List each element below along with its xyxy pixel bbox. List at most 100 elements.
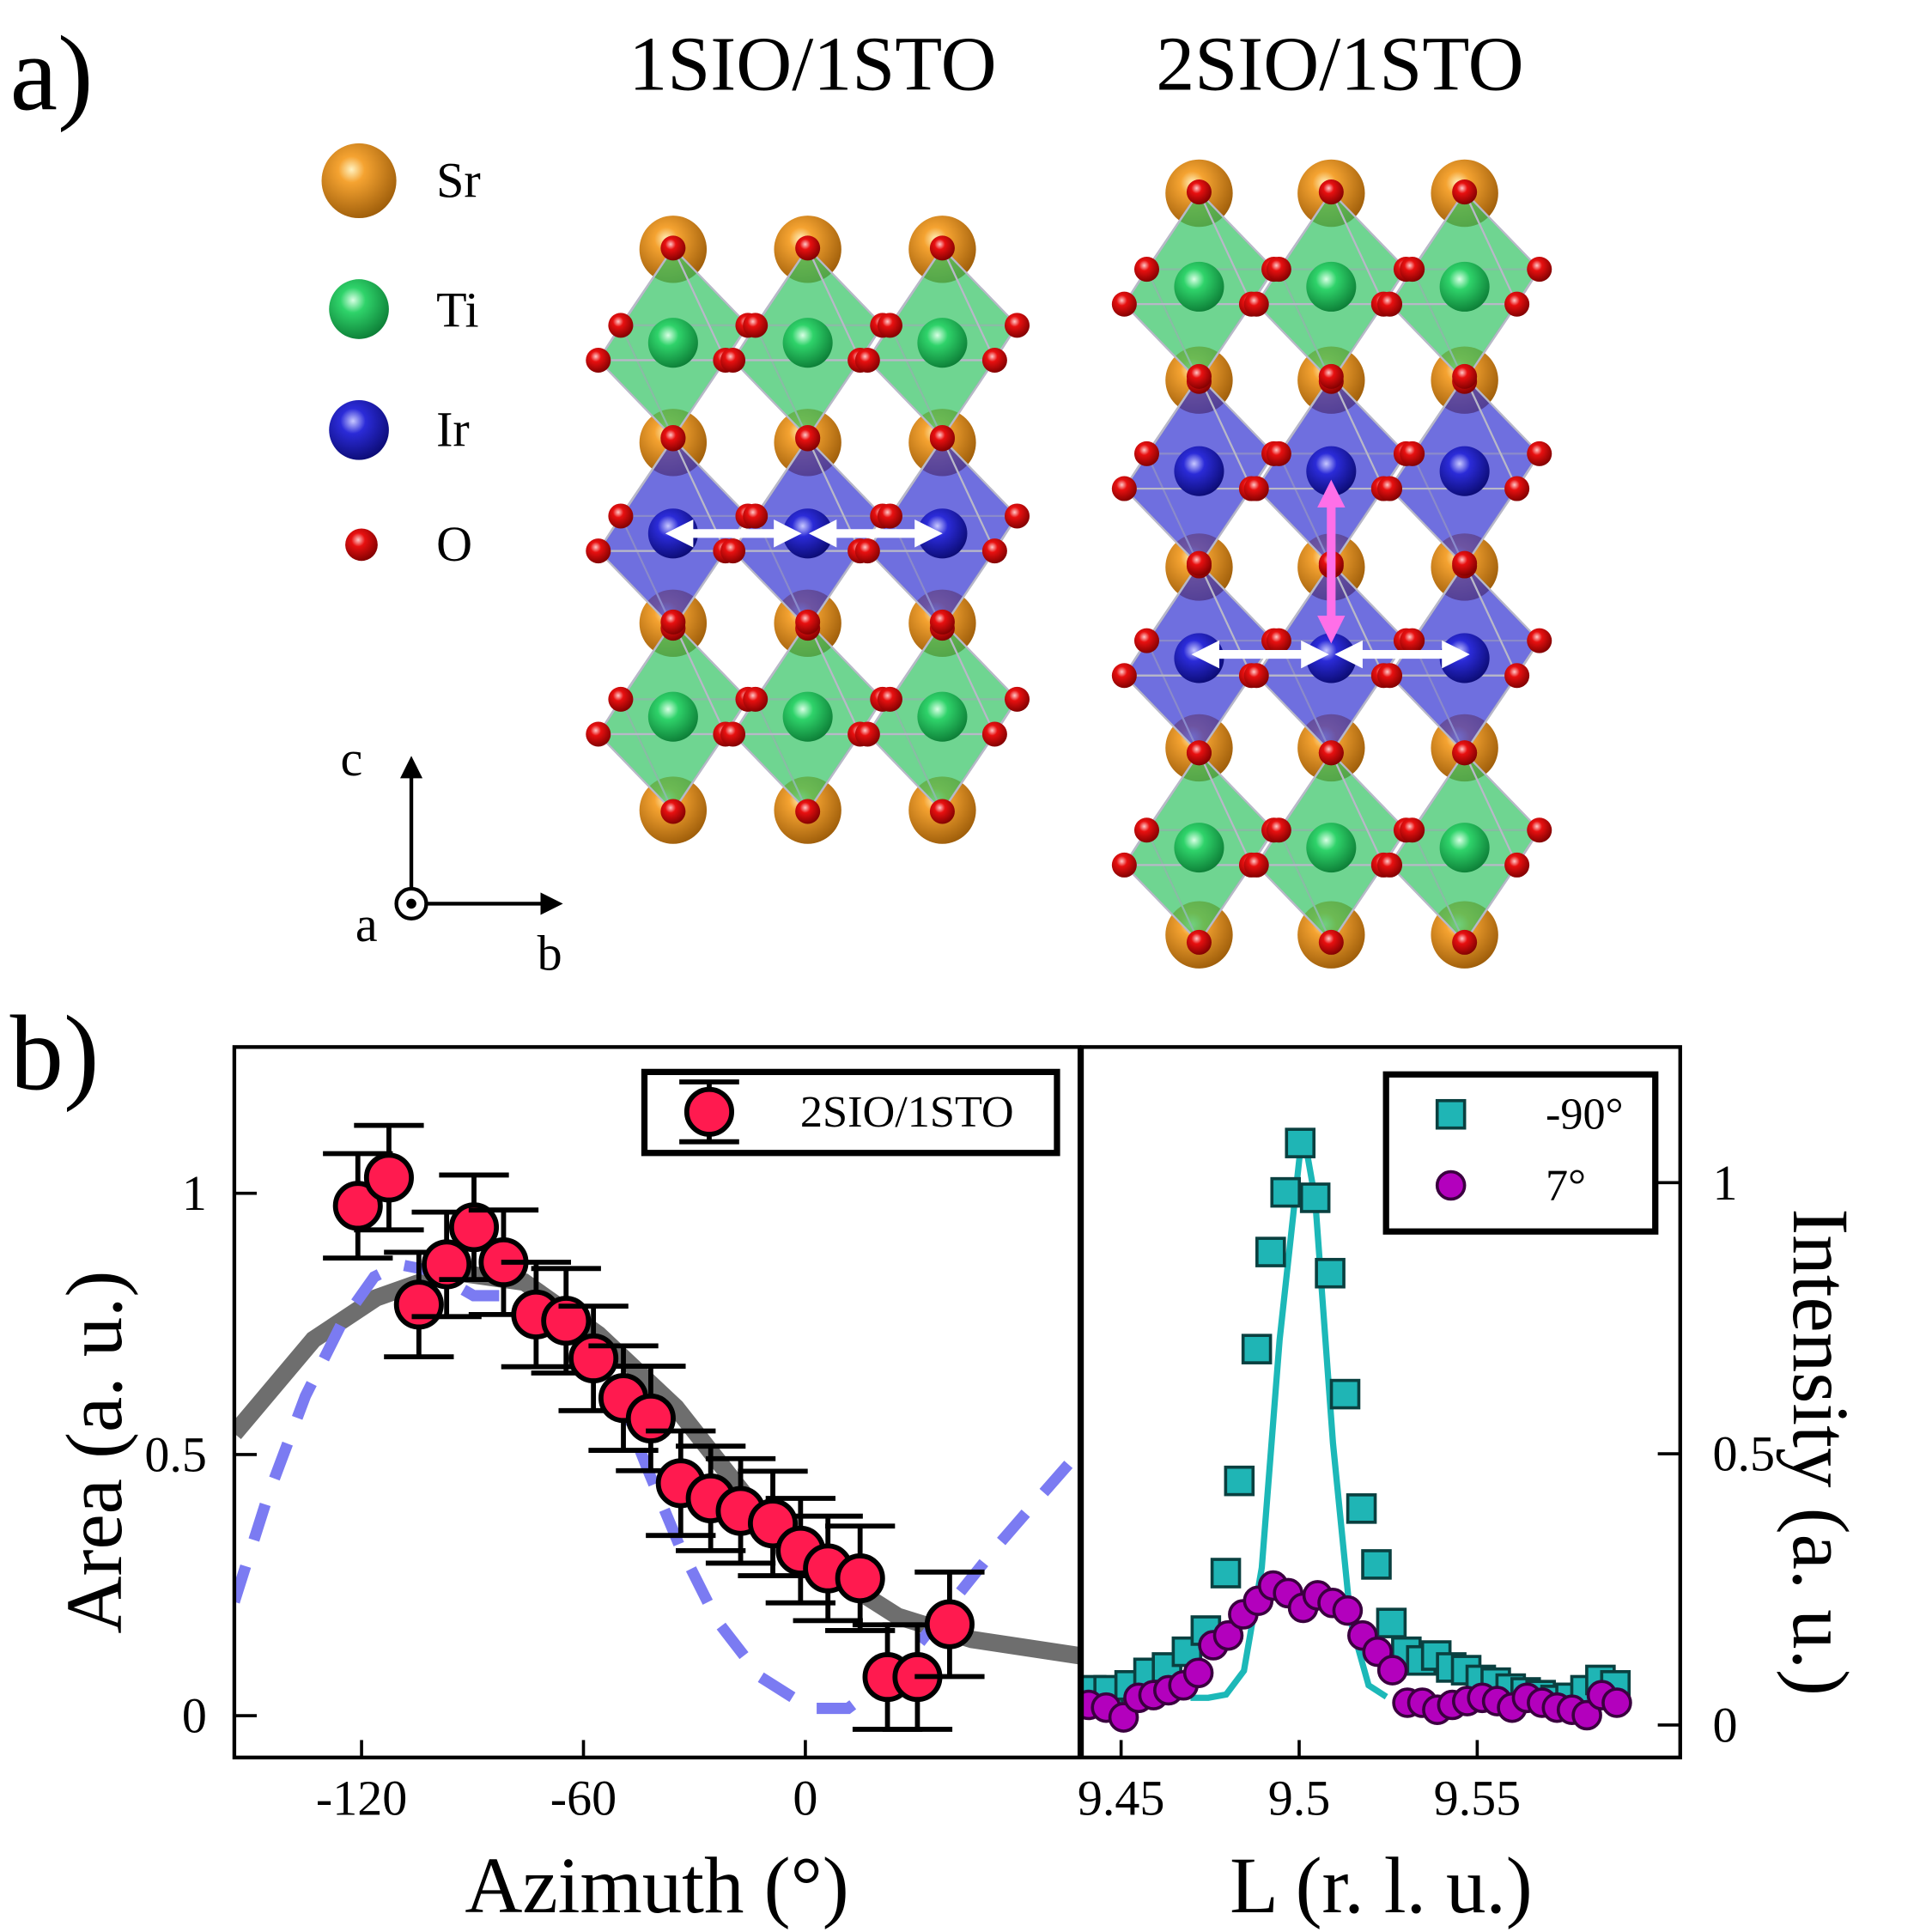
data-point xyxy=(1285,1127,1316,1158)
legend: -90° 7° xyxy=(1382,1071,1659,1235)
atom xyxy=(1306,446,1357,496)
panel-label: a) xyxy=(10,15,94,134)
structure-title: 1SIO/1STO xyxy=(629,22,996,107)
atom xyxy=(1243,663,1269,689)
data-point xyxy=(1255,1236,1286,1267)
atom-label: Ti xyxy=(436,282,479,337)
data-point xyxy=(363,1152,414,1203)
atom xyxy=(981,721,1007,747)
chart: 0 0.5 1 9.45 9.5 9.55 L (r. l. u.) Intensity (a… xyxy=(1078,1045,1864,1930)
legend-label: -90° xyxy=(1546,1090,1624,1139)
data-point xyxy=(1315,1257,1346,1289)
atom xyxy=(929,426,955,452)
atom xyxy=(1133,257,1159,283)
axis-letter: b xyxy=(538,925,562,981)
octahedron-face xyxy=(1121,487,1254,568)
atom xyxy=(1504,663,1530,689)
atom xyxy=(1400,817,1425,843)
data-point xyxy=(1212,1619,1244,1651)
chart: 0 0.5 1 -120 -60 0 Azimuth (°) Area (a. u.) 2SIO… xyxy=(51,1045,1082,1930)
atom xyxy=(1005,313,1030,338)
atom xyxy=(1527,817,1552,843)
x-tick-label: 9.45 xyxy=(1078,1771,1165,1826)
data-point xyxy=(1376,1655,1408,1686)
atom xyxy=(1400,440,1425,466)
atom xyxy=(795,609,821,635)
atom xyxy=(1133,628,1159,653)
atom xyxy=(743,313,769,338)
atom xyxy=(1400,628,1425,653)
plot-frame xyxy=(1079,1045,1682,1759)
octahedron xyxy=(865,620,1020,814)
x-tick-label: -120 xyxy=(316,1771,407,1826)
y-tick-label: 0.5 xyxy=(1713,1426,1776,1482)
data-point xyxy=(1241,1334,1273,1364)
atom xyxy=(720,721,746,747)
atom xyxy=(1318,929,1344,955)
atom xyxy=(1266,257,1291,283)
octahedron xyxy=(865,246,1020,440)
atom xyxy=(854,538,880,564)
octahedron-face xyxy=(596,359,727,440)
octahedron xyxy=(596,246,750,440)
atom xyxy=(1527,628,1552,653)
atom xyxy=(1266,628,1291,653)
octahedron xyxy=(1121,374,1277,568)
data-point xyxy=(393,1279,444,1330)
atom xyxy=(608,313,634,338)
atom xyxy=(795,799,821,824)
atom xyxy=(1504,291,1530,317)
legend-label: 7° xyxy=(1546,1160,1586,1210)
atom-key xyxy=(329,279,389,339)
data-point xyxy=(1224,1465,1255,1497)
atom xyxy=(877,686,902,712)
atom xyxy=(782,318,833,368)
data-point xyxy=(835,1553,885,1604)
octahedron xyxy=(1254,750,1408,945)
octahedron-face xyxy=(865,359,997,440)
atom xyxy=(1504,476,1530,501)
y-axis-label: Area (a. u.) xyxy=(51,1271,139,1634)
data-point xyxy=(1601,1687,1632,1718)
atom xyxy=(647,691,698,742)
atom xyxy=(1377,663,1403,689)
octahedron xyxy=(1121,750,1277,945)
atom xyxy=(720,538,746,564)
atom xyxy=(917,318,968,368)
x-axis-label: Azimuth (°) xyxy=(465,1842,848,1930)
legend-label: 2SIO/1STO xyxy=(800,1087,1014,1137)
atom xyxy=(1133,440,1159,466)
plot-area xyxy=(234,1122,1080,1732)
atom xyxy=(1174,823,1224,873)
atom xyxy=(1266,440,1291,466)
data-point xyxy=(1571,1699,1602,1731)
atom xyxy=(1452,929,1478,955)
atom xyxy=(1186,179,1212,205)
axes-symbol: c a b xyxy=(340,731,563,981)
atom xyxy=(877,313,902,338)
atom-key xyxy=(329,399,389,460)
atom xyxy=(1186,550,1212,576)
atom xyxy=(586,721,611,747)
atom xyxy=(782,691,833,742)
octahedron xyxy=(1387,190,1542,384)
atom xyxy=(1452,740,1478,766)
data-point xyxy=(1376,1607,1407,1638)
data-point xyxy=(1332,1595,1364,1626)
y-tick-label: 1 xyxy=(182,1165,207,1221)
x-tick-label: 9.55 xyxy=(1434,1771,1522,1826)
atom xyxy=(1439,446,1490,496)
atom xyxy=(1400,257,1425,283)
atom-legend: Sr Ti Ir O xyxy=(321,143,481,572)
atom xyxy=(1243,852,1269,878)
axis-dot xyxy=(406,898,416,909)
atom-label: O xyxy=(436,516,472,572)
atom xyxy=(917,691,968,742)
atom-label: Sr xyxy=(436,152,481,208)
atom xyxy=(929,609,955,635)
octahedron-face xyxy=(1121,674,1254,755)
legend: 2SIO/1STO xyxy=(641,1068,1060,1157)
atom xyxy=(1377,476,1403,501)
octahedron xyxy=(1387,561,1542,755)
atom xyxy=(1318,363,1344,389)
